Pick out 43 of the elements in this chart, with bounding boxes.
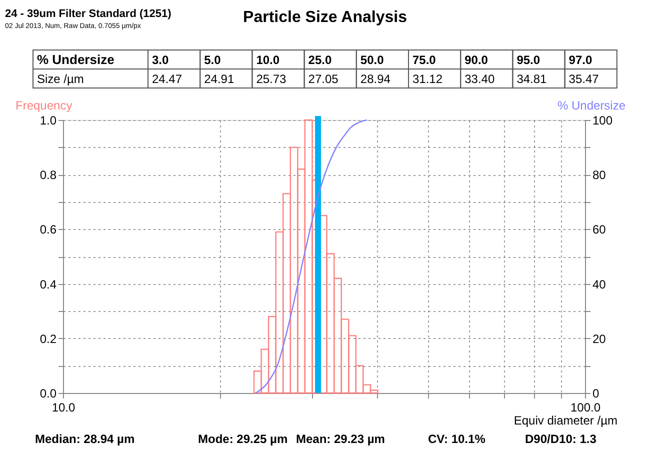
text: Size /µm (37, 72, 84, 86)
y-tick-label: 0.4 (40, 277, 57, 292)
chart-title: Particle Size Analysis (243, 9, 408, 26)
text: CV: 10.1% (428, 432, 486, 446)
text: 25.0 (308, 53, 332, 67)
text: 5.0 (204, 53, 222, 67)
text: 25.73 (256, 72, 287, 86)
text: D90/D10: 1.3 (525, 432, 597, 446)
y-tick-label: 0.0 (40, 386, 57, 400)
text: 10.0 (256, 53, 280, 67)
text: Mean: 29.23 µm (296, 432, 385, 446)
y2-tick-label: 0 (592, 386, 600, 400)
text: % Undersize (37, 52, 114, 67)
x-tick-label: 100.0 (570, 400, 601, 414)
x-axis-title: Equiv diameter /µm (514, 414, 618, 428)
text: Mode: 29.25 µm (198, 432, 288, 446)
text: 95.0 (516, 53, 540, 67)
y-tick-label: 0.2 (40, 332, 57, 346)
y2-tick-label: 60 (592, 222, 606, 237)
text: 97.0 (568, 53, 592, 67)
y2-tick-label: 80 (592, 168, 606, 182)
text: 24.91 (204, 72, 234, 86)
text: 3.0 (152, 53, 170, 67)
text: 34.81 (516, 72, 548, 86)
text: 28.94 (360, 72, 391, 86)
text: 31.12 (412, 72, 443, 86)
text: 24 - 39um Filter Standard (1251) (5, 8, 172, 20)
y-tick-label: 0.6 (40, 222, 57, 237)
text: 35.47 (568, 72, 600, 86)
text: 75.0 (412, 53, 436, 67)
text: Median: 28.94 µm (35, 432, 135, 446)
y-tick-label: 0.8 (40, 168, 57, 182)
text: 27.05 (308, 72, 339, 86)
y2-tick-label: 20 (592, 332, 606, 346)
text: 90.0 (464, 53, 488, 67)
text: 24.47 (152, 72, 182, 86)
text: 50.0 (360, 53, 384, 67)
y2-axis-title: % Undersize (557, 98, 626, 112)
text: 33.40 (464, 72, 495, 86)
y2-tick-label: 100 (592, 114, 613, 128)
y-tick-label: 1.0 (40, 114, 57, 128)
y2-tick-label: 40 (592, 277, 606, 292)
y-axis-title: Frequency (16, 98, 72, 112)
